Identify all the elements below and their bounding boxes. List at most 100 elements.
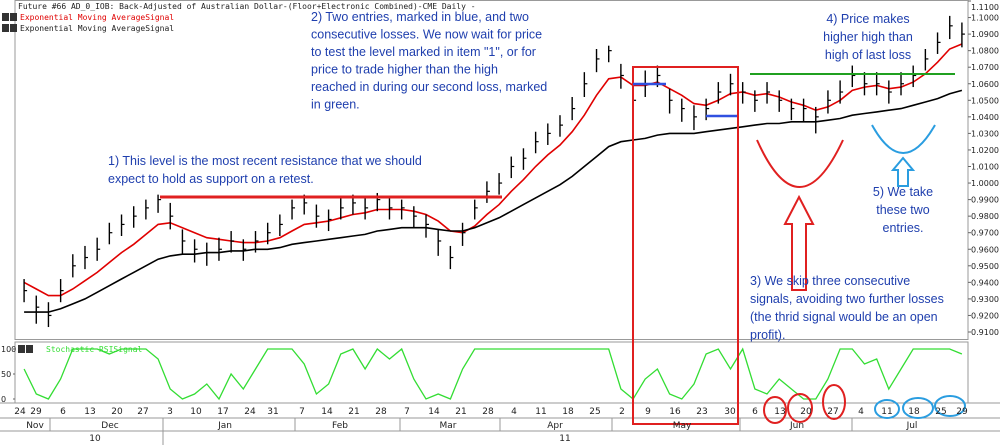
annotation: consecutive losses. We now wait for pric…	[311, 28, 542, 42]
x-tick-label: 18	[562, 407, 574, 417]
y-tick-label: 50	[1, 370, 11, 379]
x-tick-label: 28	[375, 407, 387, 417]
x-tick-label: 11	[881, 407, 892, 417]
annotation: expect to hold as support on a retest.	[108, 172, 314, 186]
legend-icon	[2, 24, 9, 32]
month-label: Feb	[332, 421, 348, 431]
x-tick-label: 31	[267, 407, 278, 417]
legend-icon	[10, 13, 17, 21]
x-tick-label: 6	[60, 407, 66, 417]
x-tick-label: 10	[190, 407, 202, 417]
annotation: 1) This level is the most recent resista…	[108, 154, 422, 168]
highlight-box	[632, 66, 739, 425]
month-label: Mar	[440, 421, 457, 431]
x-tick-label: 25	[589, 407, 600, 417]
y-tick-label: 1.0400	[971, 113, 999, 122]
annotation: reached in during our second loss, marke…	[311, 80, 547, 94]
y-tick-label: 1.0700	[971, 63, 999, 72]
y-tick-label: 0.9200	[971, 311, 999, 320]
y-tick-label: 0.9600	[971, 245, 999, 254]
y-tick-label: 100	[1, 345, 16, 354]
month-label: Jan	[217, 421, 232, 431]
x-tick-label: 20	[111, 407, 123, 417]
x-tick-label: 27	[827, 407, 838, 417]
signal-circle	[787, 393, 813, 423]
legend-entry: Stochastic RSISignal	[46, 345, 143, 354]
x-tick-label: 11	[535, 407, 546, 417]
legend-icon	[2, 13, 9, 21]
y-tick-label: 1.1000	[971, 14, 999, 23]
y-tick-label: 1.0300	[971, 129, 999, 138]
x-tick-label: 28	[482, 407, 494, 417]
x-tick-label: 7	[404, 407, 410, 417]
legend-icon	[10, 24, 17, 32]
x-tick-label: 21	[348, 407, 359, 417]
plot-layer	[23, 15, 965, 401]
legend-icon	[26, 345, 33, 353]
price-panel	[14, 0, 969, 340]
annotation: these two	[876, 203, 930, 217]
entry-circle	[874, 399, 900, 419]
x-tick-label: 30	[724, 407, 736, 417]
entry-circle	[902, 397, 934, 419]
annotation: higher high than	[823, 30, 913, 44]
x-tick-label: 14	[428, 407, 440, 417]
annotation: 5) We take	[873, 185, 933, 199]
chart-title: Future #66 AD_0_IOB: Back-Adjusted of Au…	[18, 2, 476, 11]
arrow	[783, 194, 815, 291]
x-tick-label: 7	[299, 407, 305, 417]
legend-icon	[18, 345, 25, 353]
series-line	[24, 89, 963, 313]
legend-entry: Exponential Moving AverageSignal	[20, 24, 174, 33]
y-tick-label: 0.9500	[971, 262, 999, 271]
x-tick-label: 13	[774, 407, 785, 417]
x-tick-label: 9	[645, 407, 651, 417]
entry-circle	[934, 395, 966, 417]
y-tick-label: 0.9800	[971, 212, 999, 221]
month-label: Jul	[906, 421, 918, 431]
x-tick-label: 4	[511, 407, 517, 417]
x-tick-label: 23	[696, 407, 707, 417]
y-tick-label: 1.0900	[971, 30, 999, 39]
annotation: 4) Price makes	[826, 12, 909, 26]
x-tick-label: 24	[244, 407, 256, 417]
annotation: 2) Two entries, marked in blue, and two	[311, 10, 529, 24]
x-tick-label: 13	[84, 407, 95, 417]
annotation: to test the level marked in item "1", or…	[311, 45, 536, 59]
annotation: entries.	[883, 221, 924, 235]
month-label: Jun	[789, 421, 804, 431]
signal-circle	[763, 396, 787, 424]
u-curve	[756, 139, 844, 188]
annotation: profit).	[750, 328, 785, 342]
annotation: high of last loss	[825, 48, 911, 62]
y-tick-label: 1.0600	[971, 80, 999, 89]
x-tick-label: 29	[30, 407, 42, 417]
year-label: 10	[89, 434, 101, 444]
x-tick-label: 18	[908, 407, 920, 417]
y-tick-label: 0.9100	[971, 328, 999, 337]
y-tick-label: 0	[1, 395, 6, 404]
y-tick-label: 1.0100	[971, 163, 999, 172]
x-tick-label: 6	[752, 407, 758, 417]
y-tick-label: 0.9900	[971, 196, 999, 205]
series-line	[23, 347, 963, 401]
annotation: (the thrid signal would be an open	[750, 310, 938, 324]
y-tick-label: 1.0500	[971, 96, 999, 105]
x-tick-label: 2	[619, 407, 625, 417]
x-tick-label: 27	[137, 407, 148, 417]
signal-circle	[822, 384, 846, 420]
u-curve	[871, 124, 936, 154]
x-tick-label: 24	[14, 407, 26, 417]
y-tick-label: 1.0000	[971, 179, 999, 188]
x-tick-label: 20	[800, 407, 812, 417]
y-tick-label: 1.1100	[971, 3, 999, 12]
x-tick-label: 21	[455, 407, 466, 417]
month-label: May	[673, 421, 692, 431]
annotation: signals, avoiding two further losses	[750, 292, 944, 306]
year-label: 11	[559, 434, 570, 444]
series-line	[23, 43, 963, 297]
month-label: Apr	[547, 421, 563, 431]
arrow	[890, 156, 916, 187]
x-tick-label: 4	[858, 407, 864, 417]
